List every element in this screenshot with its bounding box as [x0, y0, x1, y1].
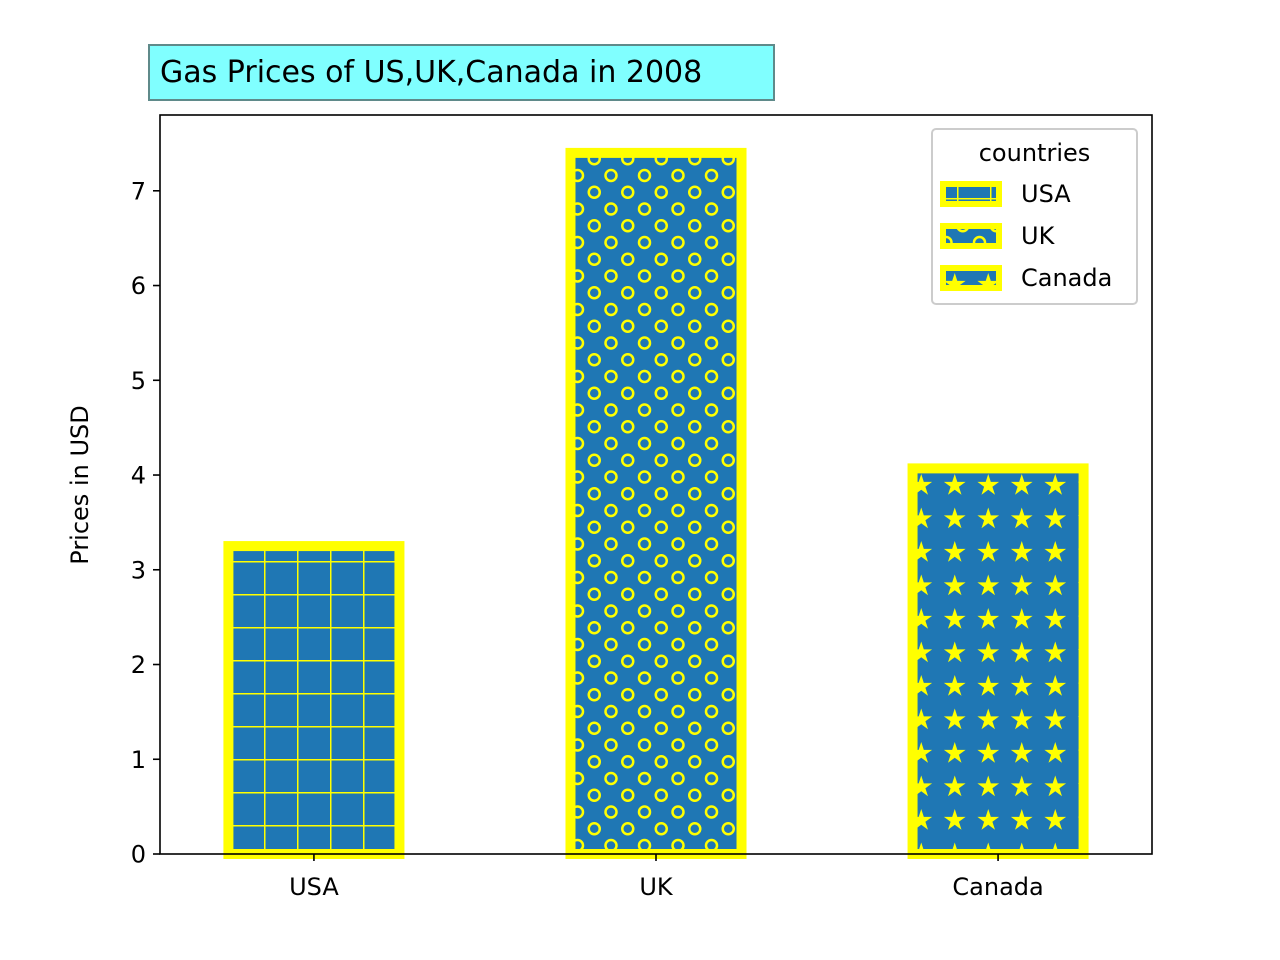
- y-tick-label: 2: [131, 651, 146, 679]
- legend-label-canada: Canada: [1021, 264, 1112, 292]
- bar-canada: [907, 463, 1089, 859]
- bars-layer: [223, 147, 1089, 859]
- x-tick-label: UK: [639, 873, 674, 901]
- legend-label-uk: UK: [1021, 222, 1056, 250]
- y-tick-label: 7: [131, 177, 146, 205]
- legend-swatch-canada: [940, 265, 1002, 291]
- chart-title: Gas Prices of US,UK,Canada in 2008: [160, 55, 702, 90]
- title-box: [148, 44, 775, 101]
- legend-swatch-uk: [940, 223, 1002, 249]
- y-tick-label: 6: [131, 272, 146, 300]
- x-tick-label: Canada: [952, 873, 1043, 901]
- y-tick-label: 0: [131, 841, 146, 869]
- bar-uk: [565, 147, 747, 859]
- x-tick-label: USA: [289, 873, 339, 901]
- y-tick-label: 4: [131, 462, 146, 490]
- y-tick-label: 1: [131, 746, 146, 774]
- legend-swatch-usa: [940, 181, 1002, 207]
- x-axis-ticks: USA UK Canada: [289, 854, 1044, 901]
- y-tick-label: 3: [131, 556, 146, 584]
- legend-label-usa: USA: [1021, 180, 1071, 208]
- y-tick-label: 5: [131, 367, 146, 395]
- y-axis-title: Prices in USD: [66, 405, 94, 564]
- legend: countries USA UK Canada: [931, 128, 1138, 305]
- legend-title: countries: [979, 139, 1091, 167]
- legend-box: [931, 128, 1138, 305]
- y-axis-ticks: 0 1 2 3 4 5 6 7: [131, 177, 160, 869]
- legend-entries: USA UK Canada: [940, 180, 1112, 292]
- bar-usa: [223, 541, 405, 859]
